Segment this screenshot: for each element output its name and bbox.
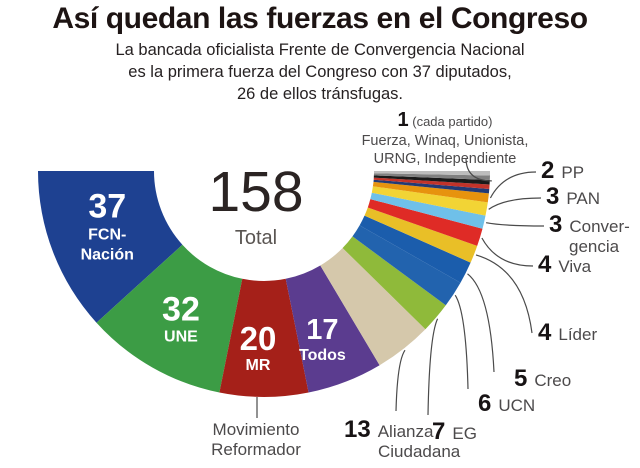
callout-line-Alianza Ciudadana [395,349,406,412]
callout-name-Alianza Ciudadana: Alianza [377,422,434,441]
wedge-UCN [352,225,461,306]
wedge-seats-FCN-Nación: 37 [88,187,127,226]
callout-Viva: 4 Viva [538,252,591,277]
wedge-label-MR: 20 MR [239,320,277,375]
single-seat-count: 1 [397,109,409,131]
wedge-name-Todos: Todos [299,347,346,365]
callout-line-Creo [467,273,495,373]
callout-name-PP: PP [561,163,585,182]
callout-seats-Creo: 5 [514,365,528,392]
wedge-URNG [373,173,490,180]
wedge-name-FCN-Nación: FCN- [88,226,127,244]
callout-seats-Alianza Ciudadana: 13 [344,416,371,443]
callout-name-EG: EG [452,424,477,443]
wedge-FCN-Nación [38,171,183,323]
callout-seats-Líder: 4 [538,319,552,346]
callout-line-Convergencia [485,222,545,227]
callout-Líder: 4 Líder [538,320,597,345]
callout-UCN: 6 UCN [478,391,535,416]
wedge-Líder [364,207,478,263]
callout-PP: 2 PP [541,158,584,183]
wedge-Creo [359,215,471,283]
callout-seats-EG: 7 [432,418,446,445]
callout-seats-PAN: 3 [546,183,560,210]
center-total: 158 Total [188,164,324,250]
wedge-PAN [371,186,488,216]
callout-line-UCN [454,294,469,390]
callout-name-PAN: PAN [566,189,601,208]
mr-line-2: Reformador [211,440,301,460]
wedge-name-FCN-Nación: Nación [80,246,134,264]
callout-line-PP [489,171,537,199]
wedge-Todos [285,265,380,393]
callout-name-Líder: Líder [558,325,598,344]
callout-seats-UCN: 6 [478,390,492,417]
wedge-seats-Todos: 17 [306,313,339,346]
wedge-UNE [96,244,243,393]
page-title: Así quedan las fuerzas en el Congreso [52,2,588,35]
wedge-Unionista [373,175,490,185]
wedge-Winaq [373,177,490,189]
callout-Convergencia: 3 Conver-gencia [549,212,630,257]
wedge-Viva [367,199,483,246]
subtitle: La bancada oficialista Frente de Converg… [0,40,640,105]
callout-EG: 7 EG [432,419,477,444]
callout-name-Viva: Viva [558,257,592,276]
mr-line-1: Movimiento [212,420,300,439]
callout-name-Creo: Creo [534,371,572,390]
callout-seats-Convergencia: 3 [549,211,563,238]
wedge-name-MR: MR [245,357,271,375]
callout-name-Convergencia: Conver- [569,217,630,236]
subtitle-line-3: 26 de ellos tránsfugas. [236,84,404,103]
wedge-Convergencia [370,192,486,229]
subtitle-line-2: es la primera fuerza del Congreso con 37… [128,62,512,81]
wedge-PP [372,181,489,203]
wedge-Alianza Ciudadana [320,248,426,366]
total-label: Total [234,227,278,249]
wedge-label-UNE: 32 UNE [162,290,200,347]
callout-line-Viva [481,237,534,267]
wedge-EG [342,236,446,330]
callout-seats-Viva: 4 [538,251,552,278]
callout-single-seat-parties: 1 (cada partido) Fuerza, Winaq, Unionist… [350,107,540,168]
callout-name2-Alianza Ciudadana: Ciudadana [378,442,461,462]
wedge-label-Todos: 17 Todos [299,313,346,365]
wedge-Fuerza [373,179,490,194]
wedge-name-UNE: UNE [164,329,198,347]
wedge-Independiente [374,171,491,176]
callout-movimiento-reformador: Movimiento Reformador [196,420,316,461]
single-seat-parties-line-1: Fuerza, Winaq, Unionista, [361,133,529,149]
wedge-MR [219,278,309,397]
wedge-label-FCN-Nación: 37 FCN- Nación [80,187,134,264]
callout-name-UCN: UCN [498,396,536,415]
callout-name2-Convergencia: gencia [569,237,620,257]
callout-seats-PP: 2 [541,157,555,184]
single-seat-suffix: (cada partido) [408,114,493,129]
callout-PAN: 3 PAN [546,184,600,209]
callout-Creo: 5 Creo [514,366,571,391]
single-seat-parties-line-2: URNG, Independiente [373,150,517,167]
subtitle-line-1: La bancada oficialista Frente de Converg… [115,41,525,59]
callout-Alianza Ciudadana: 13 Alianza Ciudadana [344,417,460,462]
total-value: 158 [208,160,304,224]
wedge-seats-UNE: 32 [162,290,200,329]
callout-line-Líder [475,254,533,334]
callout-line-EG [427,318,439,416]
callout-line-PAN [488,197,542,210]
wedge-seats-MR: 20 [239,320,277,358]
callout-line-single-seat-parties [465,157,492,182]
